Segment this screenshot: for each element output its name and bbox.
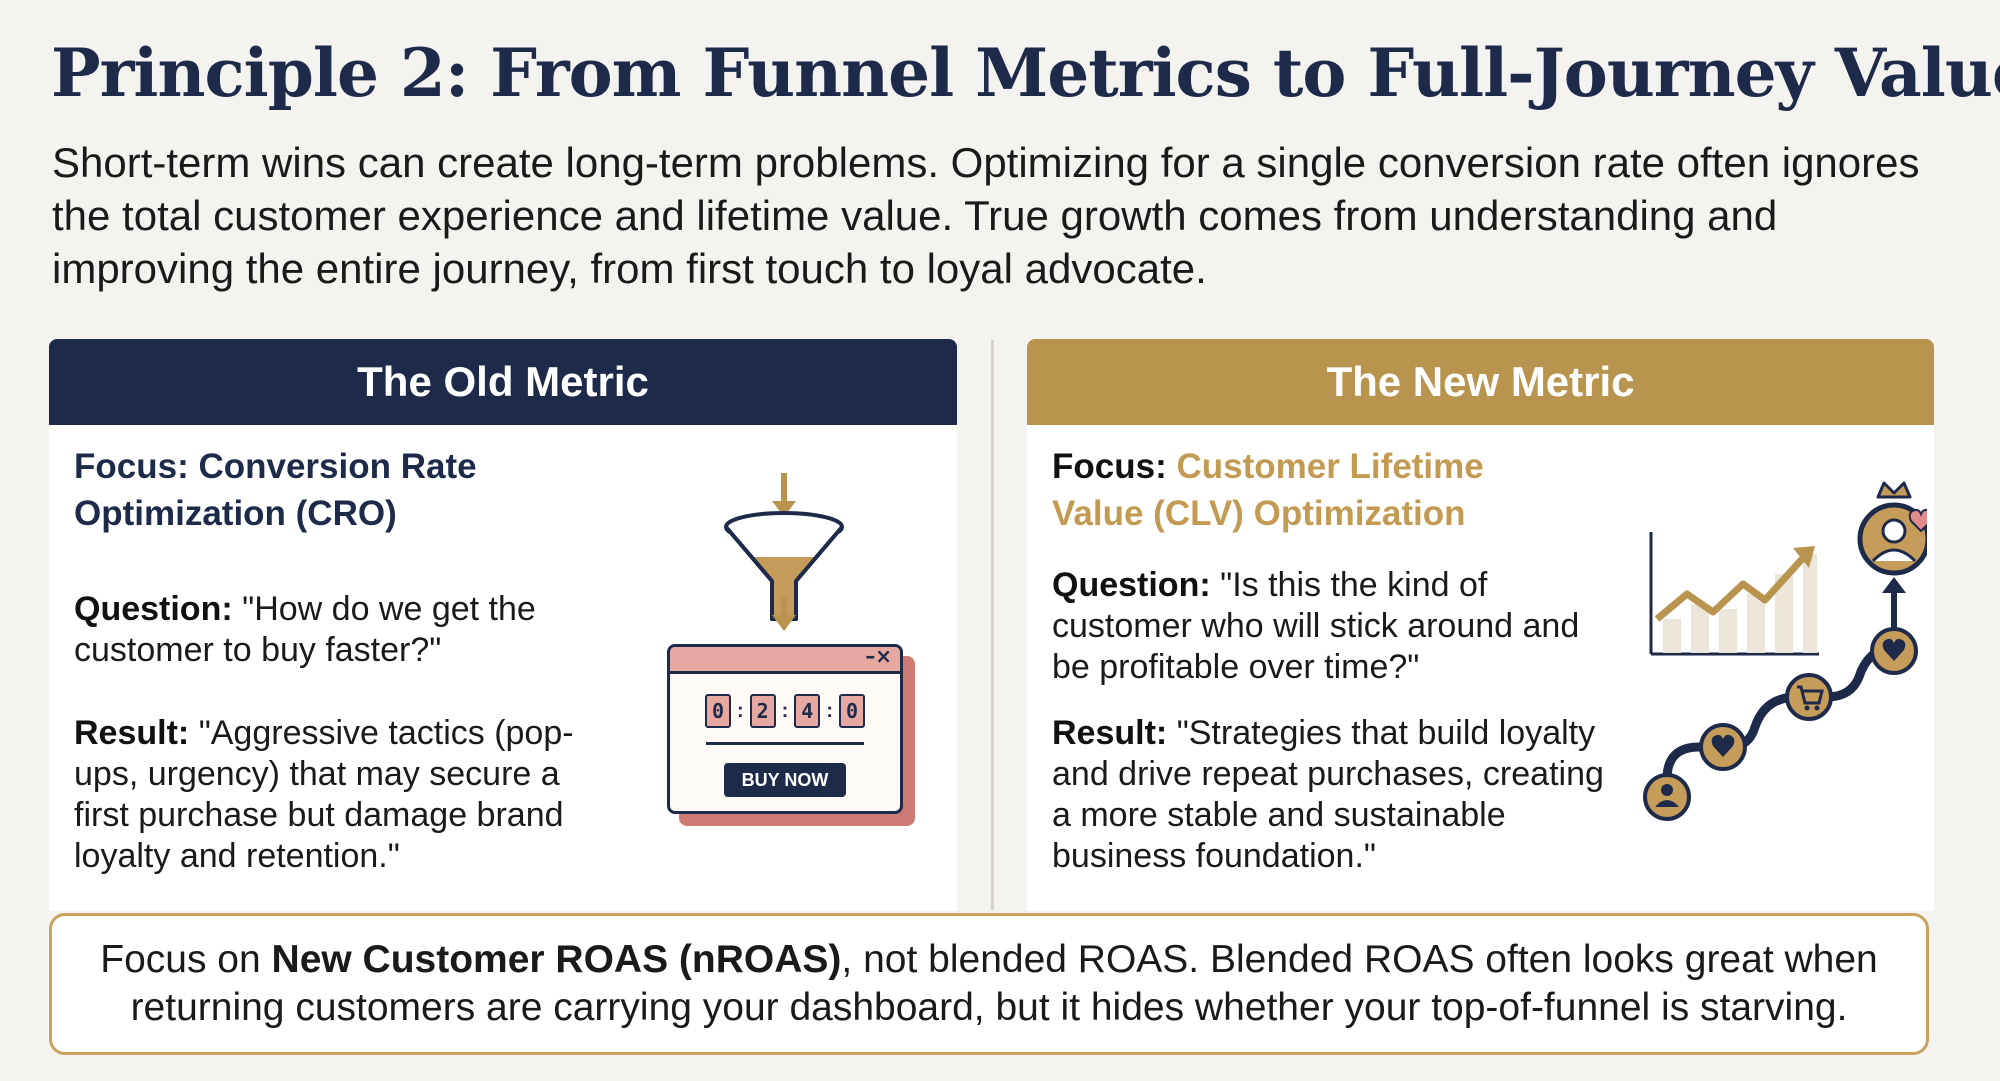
old-metric-card: The Old Metric Focus: Conversion Rate Op…: [49, 339, 957, 911]
new-result-label: Result:: [1052, 714, 1168, 752]
old-focus-value: Conversion Rate Optimization (CRO): [74, 447, 477, 533]
new-metric-header: The New Metric: [1027, 339, 1934, 425]
arrow-down-icon: [772, 597, 796, 631]
column-divider: [991, 340, 994, 910]
crown-icon: [1876, 481, 1912, 499]
new-focus: Focus: Customer Lifetime Value (CLV) Opt…: [1052, 443, 1512, 537]
old-focus: Focus: Conversion Rate Optimization (CRO…: [74, 443, 544, 537]
intro-paragraph: Short-term wins can create long-term pro…: [52, 139, 1920, 292]
timer-digit: 2: [749, 694, 776, 728]
growth-chart-icon: [1649, 532, 1819, 656]
new-question-label: Question:: [1052, 566, 1211, 604]
old-focus-label: Focus:: [74, 447, 189, 486]
old-question-label: Question:: [74, 590, 233, 628]
callout-post: , not blended ROAS. Blended ROAS often l…: [130, 938, 1878, 1029]
popup-window-controls: –×: [865, 644, 892, 668]
old-question-text: "How do we get the customer to buy faste…: [74, 590, 536, 669]
new-focus-label: Focus:: [1052, 447, 1167, 486]
old-result-label: Result:: [74, 714, 190, 752]
callout-pre: Focus on: [100, 938, 272, 981]
new-question-text: "Is this the kind of customer who will s…: [1052, 566, 1580, 686]
nroas-callout: Focus on New Customer ROAS (nROAS), not …: [49, 913, 1929, 1055]
timer-digit: 4: [794, 694, 821, 728]
new-question: Question: "Is this the kind of customer …: [1052, 565, 1612, 688]
countdown-timer: 0 : 2 : 4 : 0: [670, 694, 900, 728]
popup-timer-icon: –× 0 : 2 : 4 : 0 BUY NOW: [667, 644, 917, 829]
new-focus-value: Customer Lifetime Value (CLV) Optimizati…: [1052, 447, 1484, 533]
heart-icon: [1908, 508, 1927, 533]
timer-digit: 0: [704, 694, 731, 728]
page-title: Principle 2: From Funnel Metrics to Full…: [51, 34, 2000, 112]
old-metric-header: The Old Metric: [49, 339, 957, 425]
buy-now-button: BUY NOW: [724, 763, 846, 797]
new-metric-card: The New Metric Focus: Customer Lifetime …: [1027, 339, 1934, 911]
callout-bold: New Customer ROAS (nROAS): [271, 938, 842, 981]
new-result: Result: "Strategies that build loyalty a…: [1052, 713, 1612, 877]
customer-journey-icon: [1643, 481, 1927, 821]
old-question: Question: "How do we get the customer to…: [74, 589, 594, 671]
new-result-text: "Strategies that build loyalty and drive…: [1052, 714, 1604, 875]
old-result-text: "Aggressive tactics (pop-ups, urgency) t…: [74, 714, 574, 875]
timer-digit: 0: [839, 694, 865, 728]
old-result: Result: "Aggressive tactics (pop-ups, ur…: [74, 713, 604, 877]
